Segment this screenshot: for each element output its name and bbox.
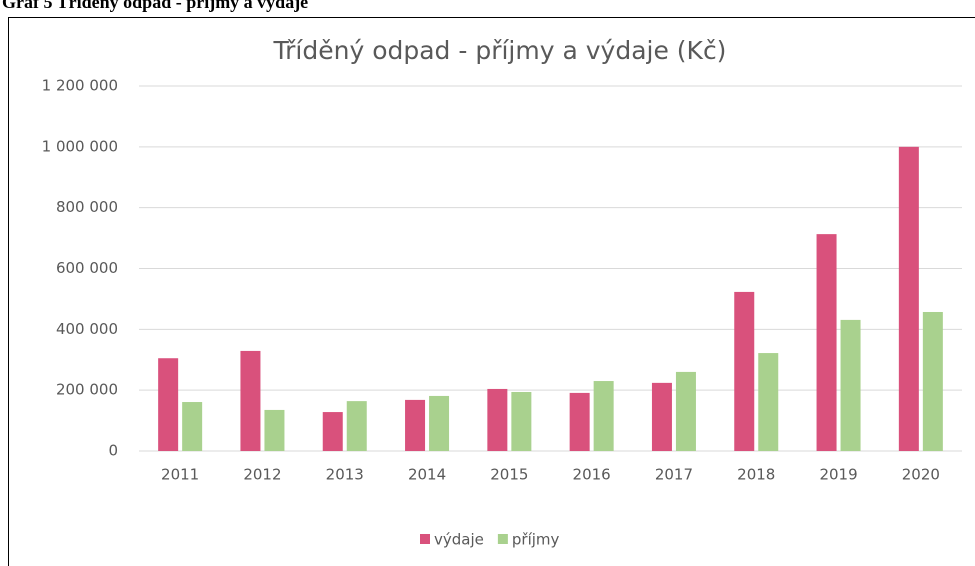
y-tick-label: 800 000 [56, 198, 118, 216]
y-tick-label: 1 000 000 [42, 137, 118, 155]
legend-label: výdaje [434, 531, 484, 549]
y-tick-label: 200 000 [56, 381, 118, 399]
y-tick-label: 1 200 000 [42, 77, 118, 95]
x-tick-label: 2011 [161, 466, 199, 484]
x-tick-label: 2014 [408, 466, 446, 484]
bar [346, 401, 367, 451]
x-tick-label: 2012 [243, 466, 281, 484]
bar [758, 353, 779, 451]
x-tick-label: 2013 [326, 466, 364, 484]
legend-swatch [497, 534, 508, 544]
bar [511, 391, 532, 451]
x-tick-label: 2017 [655, 466, 693, 484]
legend-swatch [420, 534, 430, 544]
y-tick-label: 400 000 [56, 320, 118, 338]
bar [264, 409, 285, 451]
bar [322, 412, 343, 451]
x-tick-label: 2015 [490, 466, 528, 484]
legend-label: příjmy [512, 531, 560, 549]
bar [158, 358, 179, 451]
bar [675, 371, 696, 451]
bar [898, 146, 919, 452]
y-tick-label: 600 000 [56, 259, 118, 277]
chart-title: Tříděný odpad - příjmy a výdaje (Kč) [273, 36, 727, 65]
chart-frame [8, 17, 975, 566]
x-tick-label: 2020 [902, 466, 940, 484]
bar [840, 319, 861, 451]
bar [734, 291, 755, 451]
bar [487, 388, 508, 451]
caption: Graf 5 Tříděný odpad - příjmy a výdaje [2, 0, 308, 12]
bar [405, 399, 426, 451]
x-tick-label: 2019 [819, 466, 857, 484]
x-tick-label: 2018 [737, 466, 775, 484]
bar [593, 381, 614, 451]
bar [182, 402, 203, 451]
bar [651, 382, 672, 451]
bar [922, 311, 943, 451]
bar [240, 350, 261, 451]
bar [816, 234, 837, 451]
x-tick-label: 2016 [573, 466, 611, 484]
y-tick-label: 0 [108, 442, 118, 460]
bar [569, 392, 590, 451]
bar [429, 395, 450, 451]
